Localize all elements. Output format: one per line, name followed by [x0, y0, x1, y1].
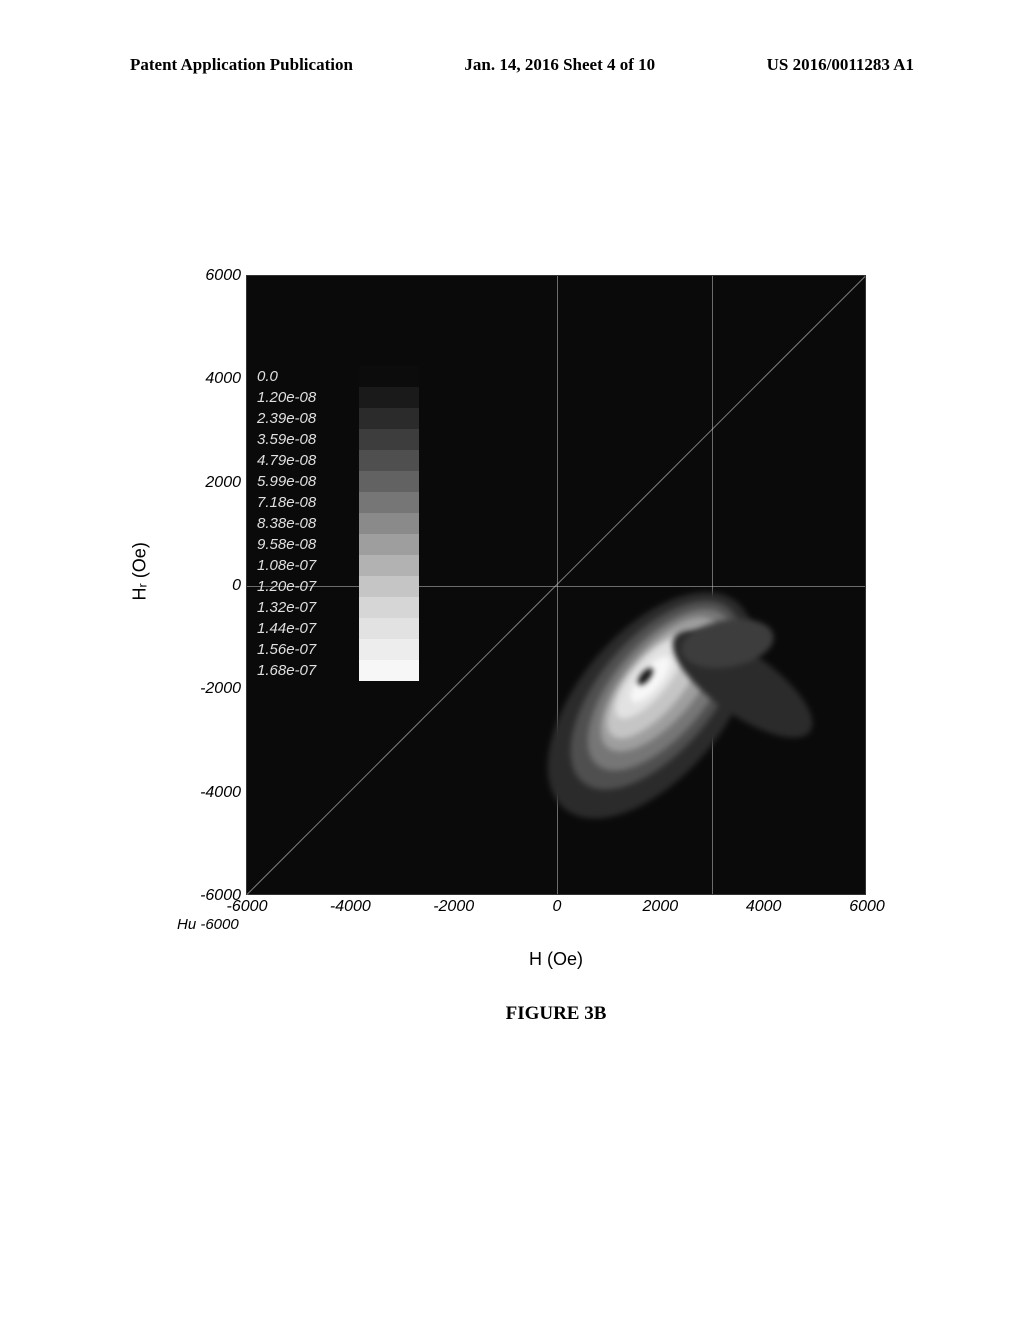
x-tick-label: -4000 [330, 898, 371, 916]
colorbar-swatch [359, 387, 419, 408]
colorbar-label: 7.18e-08 [257, 494, 359, 511]
x-tick-label: 6000 [849, 898, 885, 916]
x-tick-label: 0 [553, 898, 562, 916]
colorbar-row: 0.0 [257, 366, 432, 387]
colorbar-label: 1.32e-07 [257, 599, 359, 616]
colorbar-label: 1.20e-07 [257, 578, 359, 595]
colorbar-swatch [359, 555, 419, 576]
x-tick-label: -2000 [433, 898, 474, 916]
colorbar-label: 9.58e-08 [257, 536, 359, 553]
colorbar-swatch [359, 597, 419, 618]
colorbar-row: 1.32e-07 [257, 597, 432, 618]
x-tick-label: -6000 [227, 898, 268, 916]
colorbar-swatch [359, 429, 419, 450]
colorbar-swatch [359, 408, 419, 429]
colorbar-row: 1.56e-07 [257, 639, 432, 660]
page-header: Patent Application Publication Jan. 14, … [0, 55, 1024, 75]
y-tick-label: 0 [232, 577, 241, 595]
colorbar-row: 5.99e-08 [257, 471, 432, 492]
colorbar-label: 3.59e-08 [257, 431, 359, 448]
colorbar-label: 5.99e-08 [257, 473, 359, 490]
colorbar-row: 1.08e-07 [257, 555, 432, 576]
colorbar-swatch [359, 450, 419, 471]
y-tick-label: 2000 [205, 474, 241, 492]
colorbar-swatch [359, 492, 419, 513]
colorbar-row: 1.44e-07 [257, 618, 432, 639]
colorbar-row: 8.38e-08 [257, 513, 432, 534]
header-center: Jan. 14, 2016 Sheet 4 of 10 [464, 55, 655, 75]
colorbar-row: 7.18e-08 [257, 492, 432, 513]
colorbar-label: 0.0 [257, 368, 359, 385]
colorbar-swatch [359, 471, 419, 492]
y-tick-label: 4000 [205, 370, 241, 388]
colorbar-row: 9.58e-08 [257, 534, 432, 555]
colorbar-label: 1.20e-08 [257, 389, 359, 406]
plot-area: -6000-4000-20000200040006000-6000-4000-2… [246, 275, 866, 895]
colorbar-row: 4.79e-08 [257, 450, 432, 471]
y-axis-label: Hᵣ (Oe) [130, 542, 151, 600]
y-tick-label: 6000 [205, 267, 241, 285]
colorbar-row: 2.39e-08 [257, 408, 432, 429]
colorbar-swatch [359, 534, 419, 555]
colorbar-swatch [359, 513, 419, 534]
colorbar-label: 2.39e-08 [257, 410, 359, 427]
colorbar-label: 1.56e-07 [257, 641, 359, 658]
colorbar-row: 3.59e-08 [257, 429, 432, 450]
header-left: Patent Application Publication [130, 55, 353, 75]
gridline-v [712, 276, 713, 894]
y-tick-label: -4000 [200, 784, 241, 802]
colorbar-swatch [359, 660, 419, 681]
x-tick-label: 2000 [643, 898, 679, 916]
colorbar-row: 1.68e-07 [257, 660, 432, 681]
colorbar-label: 1.68e-07 [257, 662, 359, 679]
colorbar-label: 1.08e-07 [257, 557, 359, 574]
y-tick-label: -2000 [200, 680, 241, 698]
colorbar-swatch [359, 576, 419, 597]
x-tick-label: 4000 [746, 898, 782, 916]
colorbar-swatch [359, 366, 419, 387]
figure-3b: Hᵣ (Oe) -6000-4000-20000200040006000-600… [140, 275, 910, 975]
colorbar-swatch [359, 639, 419, 660]
colorbar-swatch [359, 618, 419, 639]
colorbar-label: 4.79e-08 [257, 452, 359, 469]
colorbar: 0.0 1.20e-08 2.39e-08 3.59e-08 4.79e-08 5.99e… [257, 366, 432, 681]
header-right: US 2016/0011283 A1 [767, 55, 914, 75]
figure-caption: FIGURE 3B [506, 1003, 607, 1025]
x-axis-label: H (Oe) [529, 949, 583, 970]
colorbar-row: 1.20e-08 [257, 387, 432, 408]
hu-corner-label: Hu -6000 [177, 916, 239, 933]
colorbar-label: 8.38e-08 [257, 515, 359, 532]
colorbar-label: 1.44e-07 [257, 620, 359, 637]
colorbar-row: 1.20e-07 [257, 576, 432, 597]
